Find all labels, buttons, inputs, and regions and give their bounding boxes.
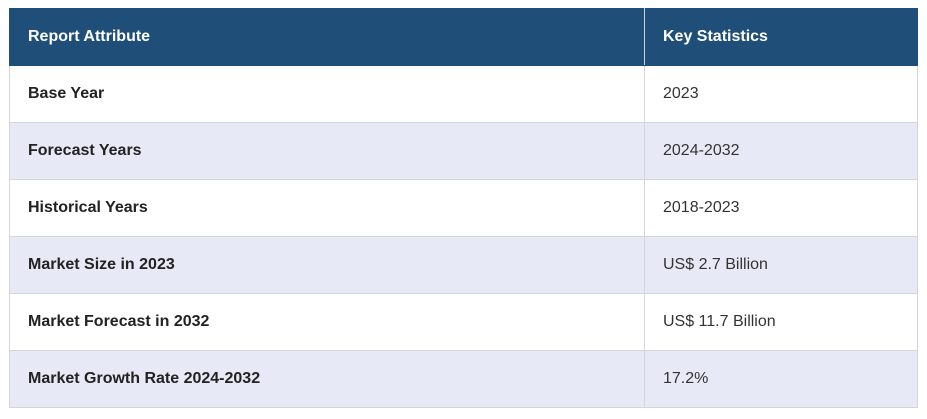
header-report-attribute: Report Attribute (9, 8, 645, 66)
report-statistics-table: Report Attribute Key Statistics Base Yea… (9, 8, 918, 408)
table-row: Market Forecast in 2032 US$ 11.7 Billion (9, 293, 918, 351)
row-attribute-cell: Forecast Years (9, 122, 645, 180)
table-row: Market Size in 2023 US$ 2.7 Billion (9, 236, 918, 294)
table-row: Market Growth Rate 2024-2032 17.2% (9, 350, 918, 408)
table-row: Historical Years 2018-2023 (9, 179, 918, 237)
row-value-cell: 2023 (644, 65, 918, 123)
row-attribute-cell: Market Forecast in 2032 (9, 293, 645, 351)
row-attribute-cell: Market Size in 2023 (9, 236, 645, 294)
row-attribute-cell: Market Growth Rate 2024-2032 (9, 350, 645, 408)
row-value-cell: 17.2% (644, 350, 918, 408)
row-value-cell: 2024-2032 (644, 122, 918, 180)
table-header-row: Report Attribute Key Statistics (9, 8, 918, 66)
table-row: Base Year 2023 (9, 65, 918, 123)
row-value-cell: US$ 11.7 Billion (644, 293, 918, 351)
row-attribute-cell: Historical Years (9, 179, 645, 237)
row-value-cell: 2018-2023 (644, 179, 918, 237)
row-attribute-cell: Base Year (9, 65, 645, 123)
header-key-statistics: Key Statistics (644, 8, 918, 66)
table-row: Forecast Years 2024-2032 (9, 122, 918, 180)
report-statistics-table-container: Report Attribute Key Statistics Base Yea… (9, 8, 918, 408)
row-value-cell: US$ 2.7 Billion (644, 236, 918, 294)
